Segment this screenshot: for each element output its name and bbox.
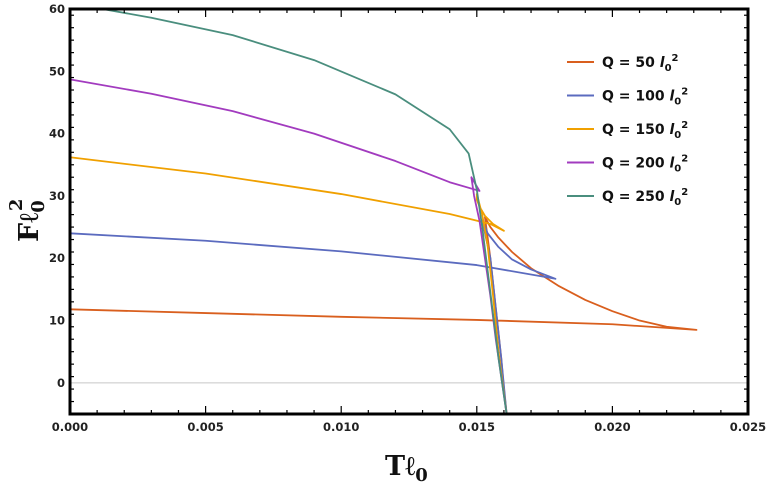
plot-area (70, 9, 748, 414)
legend-label-3: Q = 150 l02 (602, 120, 688, 141)
series-line-5 (101, 8, 508, 415)
legend-label-1: Q = 50 l02 (602, 53, 679, 74)
series-line-2 (69, 219, 557, 415)
y-tick-label: 60 (49, 2, 65, 16)
y-tick-label: 20 (49, 251, 65, 265)
x-tick-label: 0.005 (187, 420, 223, 434)
plot-frame (68, 7, 750, 416)
y-tick-label: 10 (49, 314, 65, 328)
y-tick-label: 0 (57, 376, 65, 390)
x-tick-label: 0.015 (459, 420, 495, 434)
legend: Q = 50 l02 Q = 100 l02 Q = 150 l02 Q = 200 … (567, 53, 688, 208)
legend-label-2: Q = 100 l02 (602, 87, 688, 108)
legend-label-4: Q = 200 l02 (602, 154, 688, 175)
y-axis-title: Fℓ02 (6, 199, 49, 242)
y-tick-label: 30 (49, 189, 65, 203)
axis-titles: Tℓ0 Fℓ02 (6, 199, 428, 483)
y-tick-label: 40 (49, 127, 65, 141)
x-axis-title: Tℓ0 (385, 451, 428, 483)
legend-label-5: Q = 250 l02 (602, 187, 688, 208)
plot-border (68, 7, 750, 416)
plot-background (70, 9, 748, 414)
y-tick-label: 50 (49, 64, 65, 78)
x-axis: 0.000 0.005 0.010 0.015 0.020 0.025 (52, 9, 766, 434)
y-axis: 0 10 20 30 40 50 60 (49, 2, 748, 415)
x-tick-label: 0.025 (730, 420, 766, 434)
x-tick-label: 0.000 (52, 420, 88, 434)
series-layer (69, 8, 698, 415)
x-tick-label: 0.020 (594, 420, 630, 434)
x-tick-label: 0.010 (323, 420, 359, 434)
series-line-3 (69, 156, 508, 415)
